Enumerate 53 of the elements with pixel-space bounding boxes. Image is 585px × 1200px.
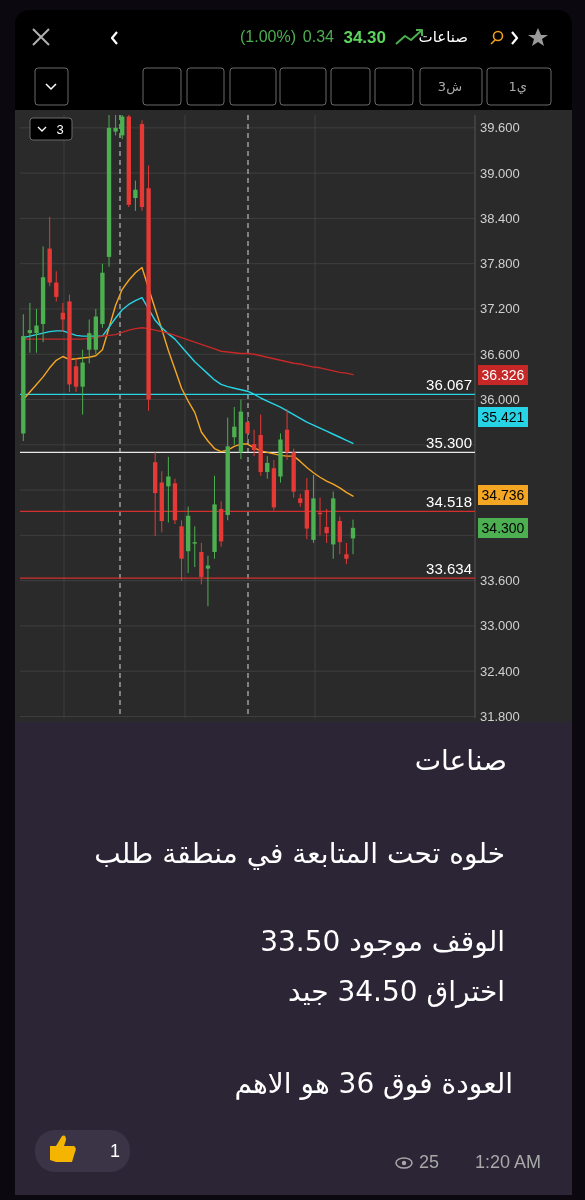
text: 3ش bbox=[437, 78, 462, 94]
candlestick bbox=[60, 302, 66, 333]
candlestick bbox=[34, 308, 39, 354]
candlestick bbox=[87, 319, 92, 364]
text: الوقف موجود 33.50 bbox=[260, 924, 505, 958]
y-tick-label: 39.000 bbox=[480, 165, 520, 181]
candlestick bbox=[54, 270, 59, 302]
text: 35.421 bbox=[481, 409, 525, 425]
candlestick bbox=[251, 429, 257, 457]
y-tick-label: 36.600 bbox=[480, 346, 520, 362]
candlestick bbox=[113, 114, 118, 136]
candlestick bbox=[344, 542, 349, 565]
y-tick-label: 37.200 bbox=[480, 301, 520, 317]
candlestick bbox=[205, 555, 211, 607]
text: 25 bbox=[418, 1152, 439, 1173]
candlestick bbox=[166, 456, 171, 524]
y-tick-label: 37.800 bbox=[480, 256, 520, 272]
line-series bbox=[22, 266, 354, 497]
y-tick-label: 33.600 bbox=[480, 573, 520, 589]
candlestick bbox=[27, 302, 33, 354]
y-tick-label: 32.400 bbox=[480, 663, 520, 679]
text: خلوه تحت المتابعة في منطقة طلب bbox=[94, 836, 505, 870]
candlestick bbox=[192, 525, 197, 568]
line-series bbox=[22, 327, 354, 376]
text: 34.300 bbox=[481, 520, 525, 536]
text: 1ي bbox=[508, 78, 527, 94]
ref-line-label: 35.300 bbox=[426, 434, 472, 452]
candlestick bbox=[265, 455, 270, 480]
text: 34.736 bbox=[481, 487, 525, 503]
ref-line-label: 33.634 bbox=[426, 560, 472, 578]
annotation: 3 bbox=[56, 121, 64, 137]
y-tick-label: 39.600 bbox=[480, 120, 520, 136]
text: (1.00%) bbox=[239, 28, 296, 46]
candlestick bbox=[324, 508, 329, 544]
ref-line-label: 34.518 bbox=[426, 493, 472, 511]
text: العودة فوق 36 هو الاهم bbox=[234, 1066, 513, 1100]
text: 0.34 bbox=[302, 28, 334, 46]
y-tick-label: 36.000 bbox=[480, 392, 520, 408]
text: 36.326 bbox=[481, 367, 525, 383]
y-tick-label: 33.000 bbox=[480, 618, 520, 634]
text: صناعات bbox=[414, 743, 507, 777]
text: 1 bbox=[109, 1141, 121, 1161]
candlestick bbox=[337, 516, 342, 555]
y-tick-label: 38.400 bbox=[480, 210, 520, 226]
text: 34.30 bbox=[343, 27, 386, 47]
candlestick bbox=[245, 414, 250, 442]
candlestick bbox=[73, 357, 79, 393]
chart-title: صناعات bbox=[418, 27, 468, 46]
text: 1:20 AM bbox=[474, 1152, 541, 1173]
y-tick-label: 31.800 bbox=[480, 708, 520, 724]
candlestick bbox=[133, 180, 138, 212]
ref-line-label: 36.067 bbox=[426, 376, 472, 394]
text: اختراق 34.50 جيد bbox=[288, 974, 505, 1008]
